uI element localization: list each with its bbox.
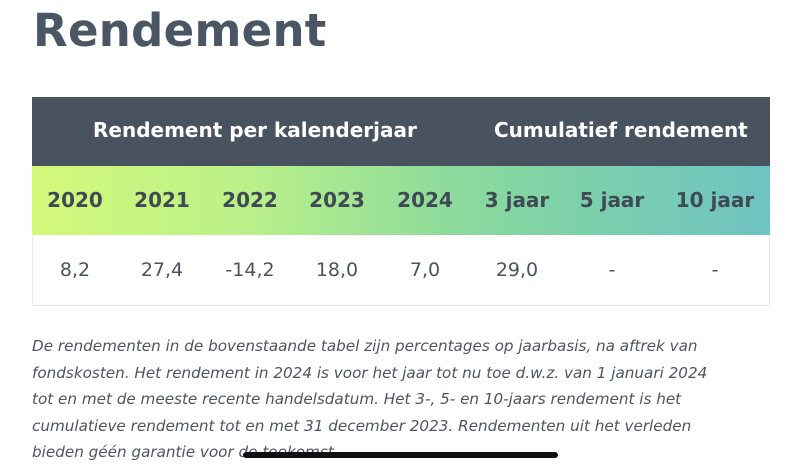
- column-header-2022: 2022: [222, 188, 278, 212]
- value-2020: 8,2: [59, 259, 91, 281]
- column-header-2020: 2020: [47, 188, 103, 212]
- returns-table: Rendement per kalenderjaar Cumulatief re…: [32, 97, 770, 306]
- table-group-header-row: Rendement per kalenderjaar Cumulatief re…: [32, 97, 770, 166]
- column-header-3-jaar: 3 jaar: [484, 188, 550, 212]
- footnote-line: De rendementen in de bovenstaande tabel …: [32, 337, 698, 355]
- footnote-line: fondskosten. Het rendement in 2024 is vo…: [32, 363, 708, 382]
- value-5-jaar: -: [608, 259, 616, 281]
- column-header-2021: 2021: [134, 188, 190, 212]
- group-header-cumulative: Cumulatief rendement: [494, 118, 748, 142]
- value-2024: 7,0: [409, 259, 441, 281]
- footnote-line: tot en met de meeste recente handelsdatu…: [32, 390, 682, 408]
- table-row: 8,2 27,4 -14,2 18,0 7,0 29,0 - -: [32, 235, 770, 305]
- group-header-calendar-year: Rendement per kalenderjaar: [93, 118, 417, 142]
- column-header-5-jaar: 5 jaar: [579, 188, 645, 212]
- column-header-10-jaar: 10 jaar: [675, 188, 755, 212]
- value-2021: 27,4: [140, 259, 184, 281]
- column-header-2024: 2024: [397, 188, 453, 212]
- footnote: De rendementen in de bovenstaande tabel …: [32, 333, 772, 466]
- value-2023: 18,0: [315, 259, 359, 281]
- home-indicator[interactable]: [243, 452, 558, 458]
- page-title: Rendement: [33, 4, 327, 57]
- column-header-2023: 2023: [309, 188, 365, 212]
- value-3-jaar: 29,0: [495, 259, 539, 281]
- table-column-header-row: 2020 2021 2022 2023 2024 3 jaar 5 jaar 1…: [32, 166, 770, 235]
- value-2022: -14,2: [225, 259, 275, 281]
- value-10-jaar: -: [711, 259, 719, 281]
- footnote-line: cumulatieve rendement tot en met 31 dece…: [32, 416, 692, 435]
